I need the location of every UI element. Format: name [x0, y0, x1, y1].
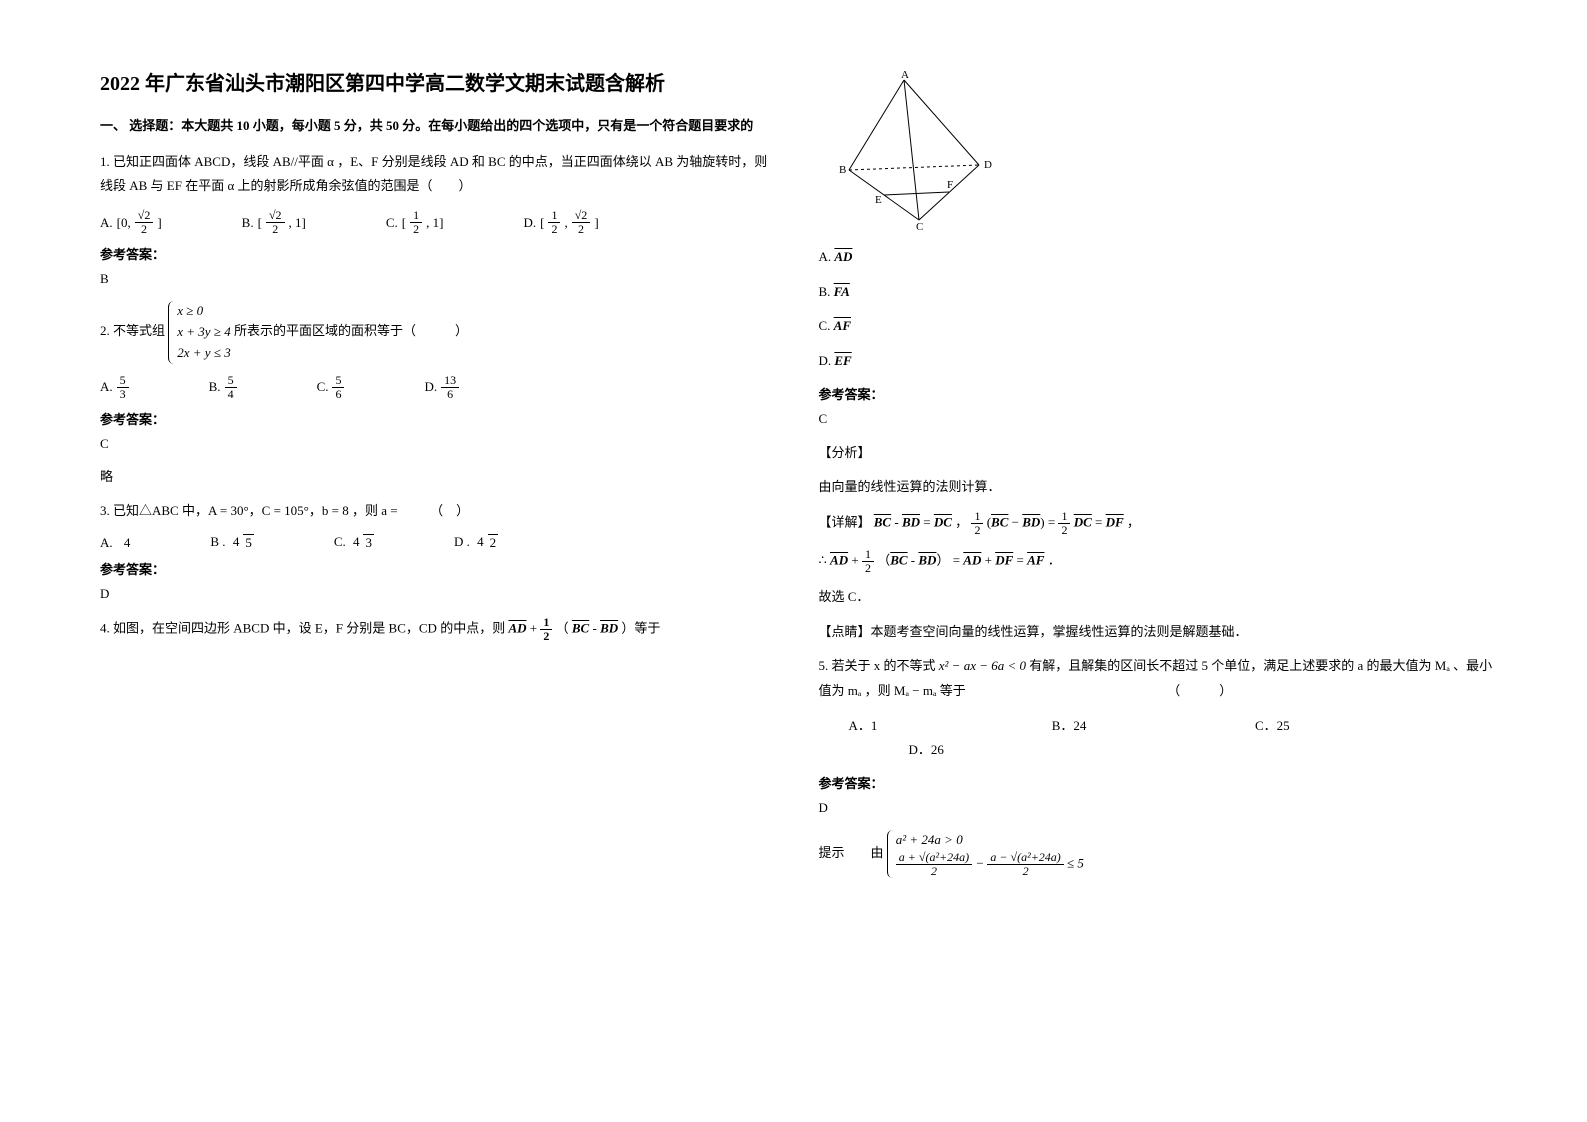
q2-optD: D. 136 [424, 374, 459, 401]
q4-optA: A. AD [819, 245, 1498, 270]
left-column: 2022 年广东省汕头市潮阳区第四中学高二数学文期末试题含解析 一、 选择题：本… [100, 70, 779, 888]
q2-optA: A. 53 [100, 374, 129, 401]
q5-ans: D [819, 800, 1498, 816]
q2-optC: C. 56 [317, 374, 345, 401]
q4-ans: C [819, 411, 1498, 427]
q3-ans: D [100, 586, 779, 602]
q1-optB: B. [√22, 1] [242, 209, 306, 236]
q4-optB: B. FA [819, 280, 1498, 305]
q3-options: A. 4 B . 45 C. 43 D . 42 [100, 534, 779, 551]
question-2: 2. 不等式组 x ≥ 0 x + 3y ≥ 4 2x + y ≤ 3 所表示的… [100, 301, 779, 363]
diag-F: F [947, 179, 953, 191]
diag-B: B [839, 164, 846, 176]
diag-E: E [875, 194, 882, 206]
q1-text: 1. 已知正四面体 ABCD，线段 AB//平面 α ，E、F 分别是线段 AD… [100, 154, 767, 194]
q2-ans-label: 参考答案： [100, 409, 779, 428]
question-5: 5. 若关于 x 的不等式 x² − ax − 6a < 0 有解，且解集的区间… [819, 654, 1498, 703]
q1-optC: C. [12, 1] [386, 209, 444, 236]
q3-ans-label: 参考答案： [100, 559, 779, 578]
q2-options: A. 53 B. 54 C. 56 D. 136 [100, 374, 779, 401]
q4-analysis-label: 【分析】 [819, 441, 1498, 466]
vec-BC: BC [572, 620, 589, 635]
right-column: A B C D E F A. AD B. FA C. AF D. EF 参考答案… [819, 70, 1498, 888]
q4-optC: C. AF [819, 314, 1498, 339]
q3-optD: D . 42 [454, 534, 498, 551]
document-title: 2022 年广东省汕头市潮阳区第四中学高二数学文期末试题含解析 [100, 70, 779, 98]
q3-optC: C. 43 [334, 534, 374, 551]
vec-AD: AD [508, 620, 526, 635]
q1-ans-label: 参考答案： [100, 244, 779, 263]
q1-optD: D. [12, √22] [523, 209, 598, 236]
q5-hint-system: a² + 24a > 0 a + √(a²+24a)2 − a − √(a²+2… [887, 830, 1084, 878]
q2-extra: 略 [100, 466, 779, 485]
q3-optB: B . 45 [210, 534, 253, 551]
vec-BD: BD [600, 620, 618, 635]
section-heading: 一、 选择题：本大题共 10 小题，每小题 5 分，共 50 分。在每小题给出的… [100, 116, 779, 136]
q2-ans: C [100, 436, 779, 452]
diag-C: C [916, 221, 923, 230]
q4-detail: 【详解】 BC - BD = DC ， 12 (BC − BD) = 12 DC… [819, 510, 1498, 537]
q5-hint: 提示 由 a² + 24a > 0 a + √(a²+24a)2 − a − √… [819, 830, 1498, 878]
q4-tip: 【点睛】本题考查空间向量的线性运算，掌握线性运算的法则是解题基础． [819, 620, 1498, 645]
q5-options: A．1 B．24 C．25 D．26 [819, 714, 1498, 763]
q5-optB: B．24 [1052, 714, 1252, 739]
q4-detail2: ∴ AD + 12 （BC - BD） = AD + DF = AF ． [819, 548, 1498, 575]
q4-optD: D. EF [819, 349, 1498, 374]
q3-text: 3. 已知△ABC 中，A = 30°，C = 105°，b = 8 ，则 a … [100, 503, 469, 518]
q5-optD: D．26 [849, 738, 944, 763]
diag-D: D [984, 159, 992, 171]
question-3: 3. 已知△ABC 中，A = 30°，C = 105°，b = 8 ，则 a … [100, 499, 779, 524]
q2-optB: B. 54 [209, 374, 237, 401]
q4-conclusion: 故选 C． [819, 585, 1498, 610]
q2-pre: 2. 不等式组 [100, 323, 165, 338]
q2-post: 所表示的平面区域的面积等于（ ） [234, 323, 468, 338]
q4-analysis: 由向量的线性运算的法则计算． [819, 475, 1498, 500]
q1-ans: B [100, 271, 779, 287]
diag-A: A [901, 70, 909, 81]
q5-ans-label: 参考答案： [819, 773, 1498, 792]
q4-pre: 4. 如图，在空间四边形 ABCD 中，设 E，F 分别是 BC，CD 的中点，… [100, 620, 508, 635]
question-1: 1. 已知正四面体 ABCD，线段 AB//平面 α ，E、F 分别是线段 AD… [100, 150, 779, 199]
q4-ans-label: 参考答案： [819, 384, 1498, 403]
q3-optA: A. 4 [100, 535, 130, 551]
tetrahedron-diagram: A B C D E F [839, 70, 1498, 235]
q2-system: x ≥ 0 x + 3y ≥ 4 2x + y ≤ 3 [168, 301, 230, 363]
q5-optC: C．25 [1255, 714, 1405, 739]
question-4: 4. 如图，在空间四边形 ABCD 中，设 E，F 分别是 BC，CD 的中点，… [100, 616, 779, 643]
q1-optA: A. [0, √22] [100, 209, 162, 236]
q1-options: A. [0, √22] B. [√22, 1] C. [12, 1] D. [1… [100, 209, 779, 236]
q5-optA: A．1 [849, 714, 1049, 739]
